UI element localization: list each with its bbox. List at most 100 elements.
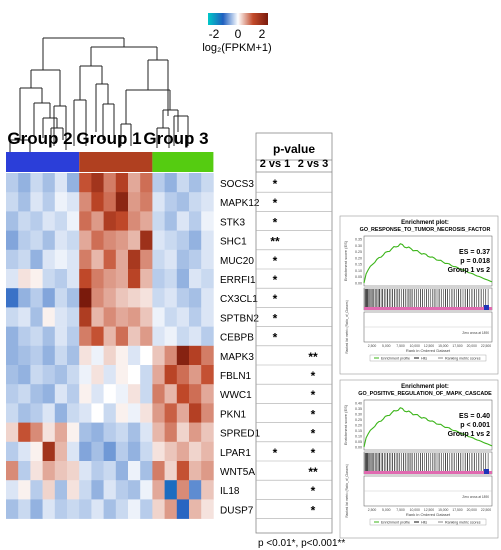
heatmap-cell [189, 230, 202, 251]
heatmap-cell [176, 269, 190, 289]
plot-term: GO_POSITIVE_REGULATION_OF_MAPK_CASCADE [358, 391, 492, 397]
heatmap-cell [164, 288, 178, 308]
heatmap-cell [201, 461, 214, 481]
heatmap-cell [79, 269, 92, 289]
heatmap-cell [140, 269, 153, 289]
heatmap-cell [67, 345, 80, 366]
significance-mark: * [273, 273, 278, 287]
colorbar-gradient [208, 13, 268, 25]
heatmap-cell [128, 288, 141, 308]
heatmap-cell [164, 249, 178, 270]
heatmap-cell [189, 173, 202, 193]
heatmap-cell [91, 461, 104, 481]
heatmap-cell [42, 326, 56, 347]
heatmap-cell [91, 326, 104, 347]
heatmap-cell [6, 249, 19, 270]
es-tick-label: 0.35 [355, 238, 362, 242]
heatmap-cell [140, 345, 153, 366]
heatmap-cell [79, 422, 92, 443]
heatmap-cell [18, 365, 31, 385]
significance-mark: * [311, 407, 316, 421]
heatmap-cell [152, 192, 165, 212]
heatmap-cell [18, 230, 31, 251]
x-tick-label: 12,500 [424, 344, 434, 348]
heatmap-cell [140, 441, 153, 462]
heatmap-cell [103, 441, 117, 462]
heatmap-cell [152, 211, 165, 231]
heatmap-cell [140, 307, 153, 327]
heatmap-cell [67, 441, 80, 462]
heatmap-cell [103, 384, 117, 404]
heatmap-cell [54, 480, 68, 500]
colorbar-tick-label: 0 [235, 27, 242, 41]
heatmap-cell [189, 422, 202, 443]
heatmap-cell [91, 249, 104, 270]
heatmap-cell [189, 326, 202, 347]
heatmap-cell [201, 403, 214, 423]
heatmap-cell [115, 249, 129, 270]
heatmap-cell [67, 288, 80, 308]
heatmap-cell [42, 192, 56, 212]
heatmap-cell [152, 384, 165, 404]
heatmap-cell [30, 307, 43, 327]
heatmap-cell [128, 230, 141, 251]
comparison-text: Group 1 vs 2 [448, 267, 491, 274]
hits-axes [363, 287, 493, 311]
heatmap-cell [201, 365, 214, 385]
heatmap-cell [54, 173, 68, 193]
legend-box [369, 354, 487, 362]
heatmap-cell [201, 326, 214, 347]
es-tick-label: 0.20 [355, 256, 362, 260]
group-label: Group 1 [76, 129, 141, 148]
heatmap-cell [91, 365, 104, 385]
heatmap-cell [79, 499, 92, 519]
heatmap-cell [30, 192, 43, 212]
heatmap-cell [189, 269, 202, 289]
heatmap-cell [42, 365, 56, 385]
heatmap-cell [115, 192, 129, 212]
heatmap-cell [67, 249, 80, 270]
es-tick-label: 0.40 [355, 402, 362, 406]
x-axis-label: Rank in Ordered Dataset [406, 348, 451, 353]
p-value-text: p < 0.001 [460, 422, 490, 429]
es-axes [363, 399, 493, 451]
heatmap-cell [54, 461, 68, 481]
heatmap-cell [176, 211, 190, 231]
heatmap-cell [176, 480, 190, 500]
heatmap-cell [115, 384, 129, 404]
heatmap-cell [176, 461, 190, 481]
heatmap-cell [164, 307, 178, 327]
heatmap-cell [91, 345, 104, 366]
heatmap-cell [164, 230, 178, 251]
heatmap-cell [176, 441, 190, 462]
heatmap-cell [201, 441, 214, 462]
heatmap-cell [18, 480, 31, 500]
pvalue-title: p-value [273, 142, 315, 156]
heatmap-cell [115, 173, 129, 193]
heatmap-cell [189, 192, 202, 212]
heatmap-cell [42, 480, 56, 500]
significance-mark: ** [308, 350, 318, 364]
x-tick-label: 15,000 [438, 344, 448, 348]
heatmap-cell [30, 422, 43, 443]
heatmap-cell [103, 499, 117, 519]
heatmap-cell [91, 288, 104, 308]
heatmap-cell [140, 461, 153, 481]
significance-mark: ** [270, 235, 280, 249]
heatmap-cell [79, 192, 92, 212]
heatmap-cell [103, 461, 117, 481]
heatmap-cell [201, 288, 214, 308]
heatmap-cell [152, 403, 165, 423]
es-tick-label: 0.15 [355, 429, 362, 433]
gene-labels: SOCS3 MAPK12 STK3 SHC1 MUC20 ERRFI1 CX3CL1 SPTB… [220, 179, 260, 516]
heatmap-cell [152, 249, 165, 270]
heatmap-cell [42, 269, 56, 289]
heatmap-cell [128, 211, 141, 231]
heatmap-cell [79, 173, 92, 193]
significance-mark: * [273, 311, 278, 325]
heatmap-cell [115, 345, 129, 366]
rank-color-end [484, 469, 489, 474]
heatmap-cell [67, 499, 80, 519]
